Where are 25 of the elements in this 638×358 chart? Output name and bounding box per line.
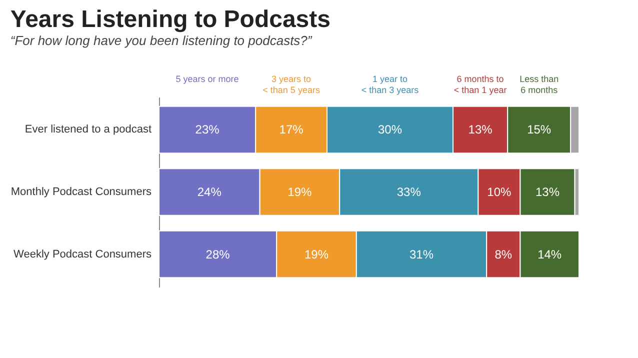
- series-label: Less than 6 months: [520, 74, 559, 95]
- chart-subtitle: “For how long have you been listening to podcasts?”: [10, 33, 312, 48]
- data-label: 19%: [304, 247, 329, 262]
- data-label: 23%: [195, 122, 220, 137]
- data-label: 33%: [396, 185, 422, 199]
- data-label: 30%: [378, 122, 402, 137]
- text: 5 years or more: [176, 74, 239, 84]
- y-tick-label: Weekly Podcast Consumers: [14, 248, 152, 260]
- data-label: 17%: [279, 122, 304, 137]
- data-label: 8%: [494, 247, 512, 262]
- data-label: 13%: [535, 185, 560, 199]
- data-label: 14%: [538, 247, 562, 262]
- data-label: 15%: [527, 122, 552, 137]
- data-label: 31%: [409, 247, 434, 262]
- y-tick-label: Ever listened to a podcast: [24, 124, 152, 136]
- series-label: 1 year to < than 3 years: [361, 74, 420, 95]
- data-label: 10%: [487, 185, 512, 199]
- data-label: 13%: [468, 122, 493, 137]
- data-label: 28%: [206, 247, 230, 262]
- data-label: 19%: [288, 185, 312, 199]
- series-label: 3 years to < than 5 years: [262, 74, 320, 95]
- y-tick-label: Monthly Podcast Consumers: [10, 186, 152, 198]
- chart-title: Years Listening to Podcasts: [10, 6, 330, 33]
- series-label: 6 months to < than 1 year: [454, 74, 507, 95]
- data-label: 24%: [197, 185, 222, 199]
